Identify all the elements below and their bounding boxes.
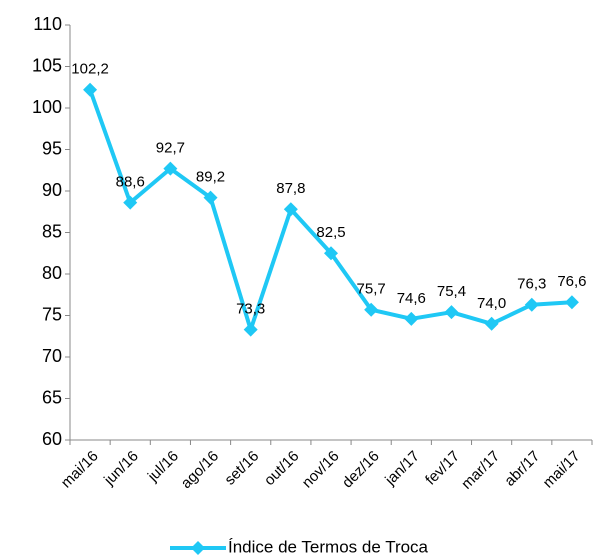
x-tick-label: mai/16	[58, 448, 102, 492]
x-tick-label: dez/16	[339, 448, 383, 492]
data-label: 73,3	[236, 301, 265, 318]
y-tick-label: 70	[42, 346, 62, 366]
x-tick-label: jul/16	[144, 448, 182, 486]
marker	[484, 316, 499, 331]
x-tick-label: ago/16	[178, 448, 222, 492]
y-tick-label: 85	[42, 221, 62, 241]
y-tick-label: 105	[32, 55, 62, 75]
x-tick-label: mai/17	[540, 448, 584, 492]
x-tick-label: mar/17	[458, 448, 503, 493]
x-tick-label: out/16	[261, 448, 303, 490]
marker	[404, 311, 419, 326]
marker	[564, 295, 579, 310]
x-tick-label: jun/16	[100, 448, 142, 490]
x-tick-label: set/16	[221, 448, 262, 489]
marker	[163, 161, 178, 176]
x-tick-label: abr/17	[501, 448, 543, 490]
data-label: 89,2	[196, 169, 225, 186]
data-label: 87,8	[276, 180, 305, 197]
data-label: 102,2	[71, 61, 109, 78]
y-tick-label: 65	[42, 387, 62, 407]
data-label: 92,7	[156, 140, 185, 157]
x-tick-label: jan/17	[381, 448, 423, 490]
data-label: 75,7	[357, 281, 386, 298]
data-label: 76,6	[557, 273, 586, 290]
data-label: 88,6	[116, 174, 145, 191]
legend-label: Índice de Termos de Troca	[228, 537, 429, 556]
y-tick-label: 90	[42, 180, 62, 200]
data-label: 74,6	[397, 290, 426, 307]
data-label: 76,3	[517, 276, 546, 293]
marker	[283, 202, 298, 217]
y-tick-label: 60	[42, 429, 62, 449]
marker	[123, 195, 138, 210]
data-label: 75,4	[437, 283, 466, 300]
marker	[524, 297, 539, 312]
series-line	[88, 89, 573, 332]
marker	[324, 246, 338, 261]
data-label: 82,5	[316, 224, 345, 241]
y-tick-label: 100	[32, 97, 62, 117]
y-tick-label: 80	[42, 263, 62, 283]
marker	[364, 302, 379, 317]
marker	[83, 82, 98, 97]
data-label: 74,0	[477, 295, 506, 312]
legend-marker	[191, 541, 205, 555]
y-tick-label: 110	[33, 14, 62, 34]
y-tick-label: 95	[42, 138, 62, 158]
y-tick-label: 75	[42, 304, 62, 324]
marker	[243, 322, 258, 337]
x-tick-label: fev/17	[422, 448, 463, 489]
marker	[203, 190, 218, 205]
x-tick-label: nov/16	[299, 448, 343, 492]
marker	[444, 305, 459, 320]
